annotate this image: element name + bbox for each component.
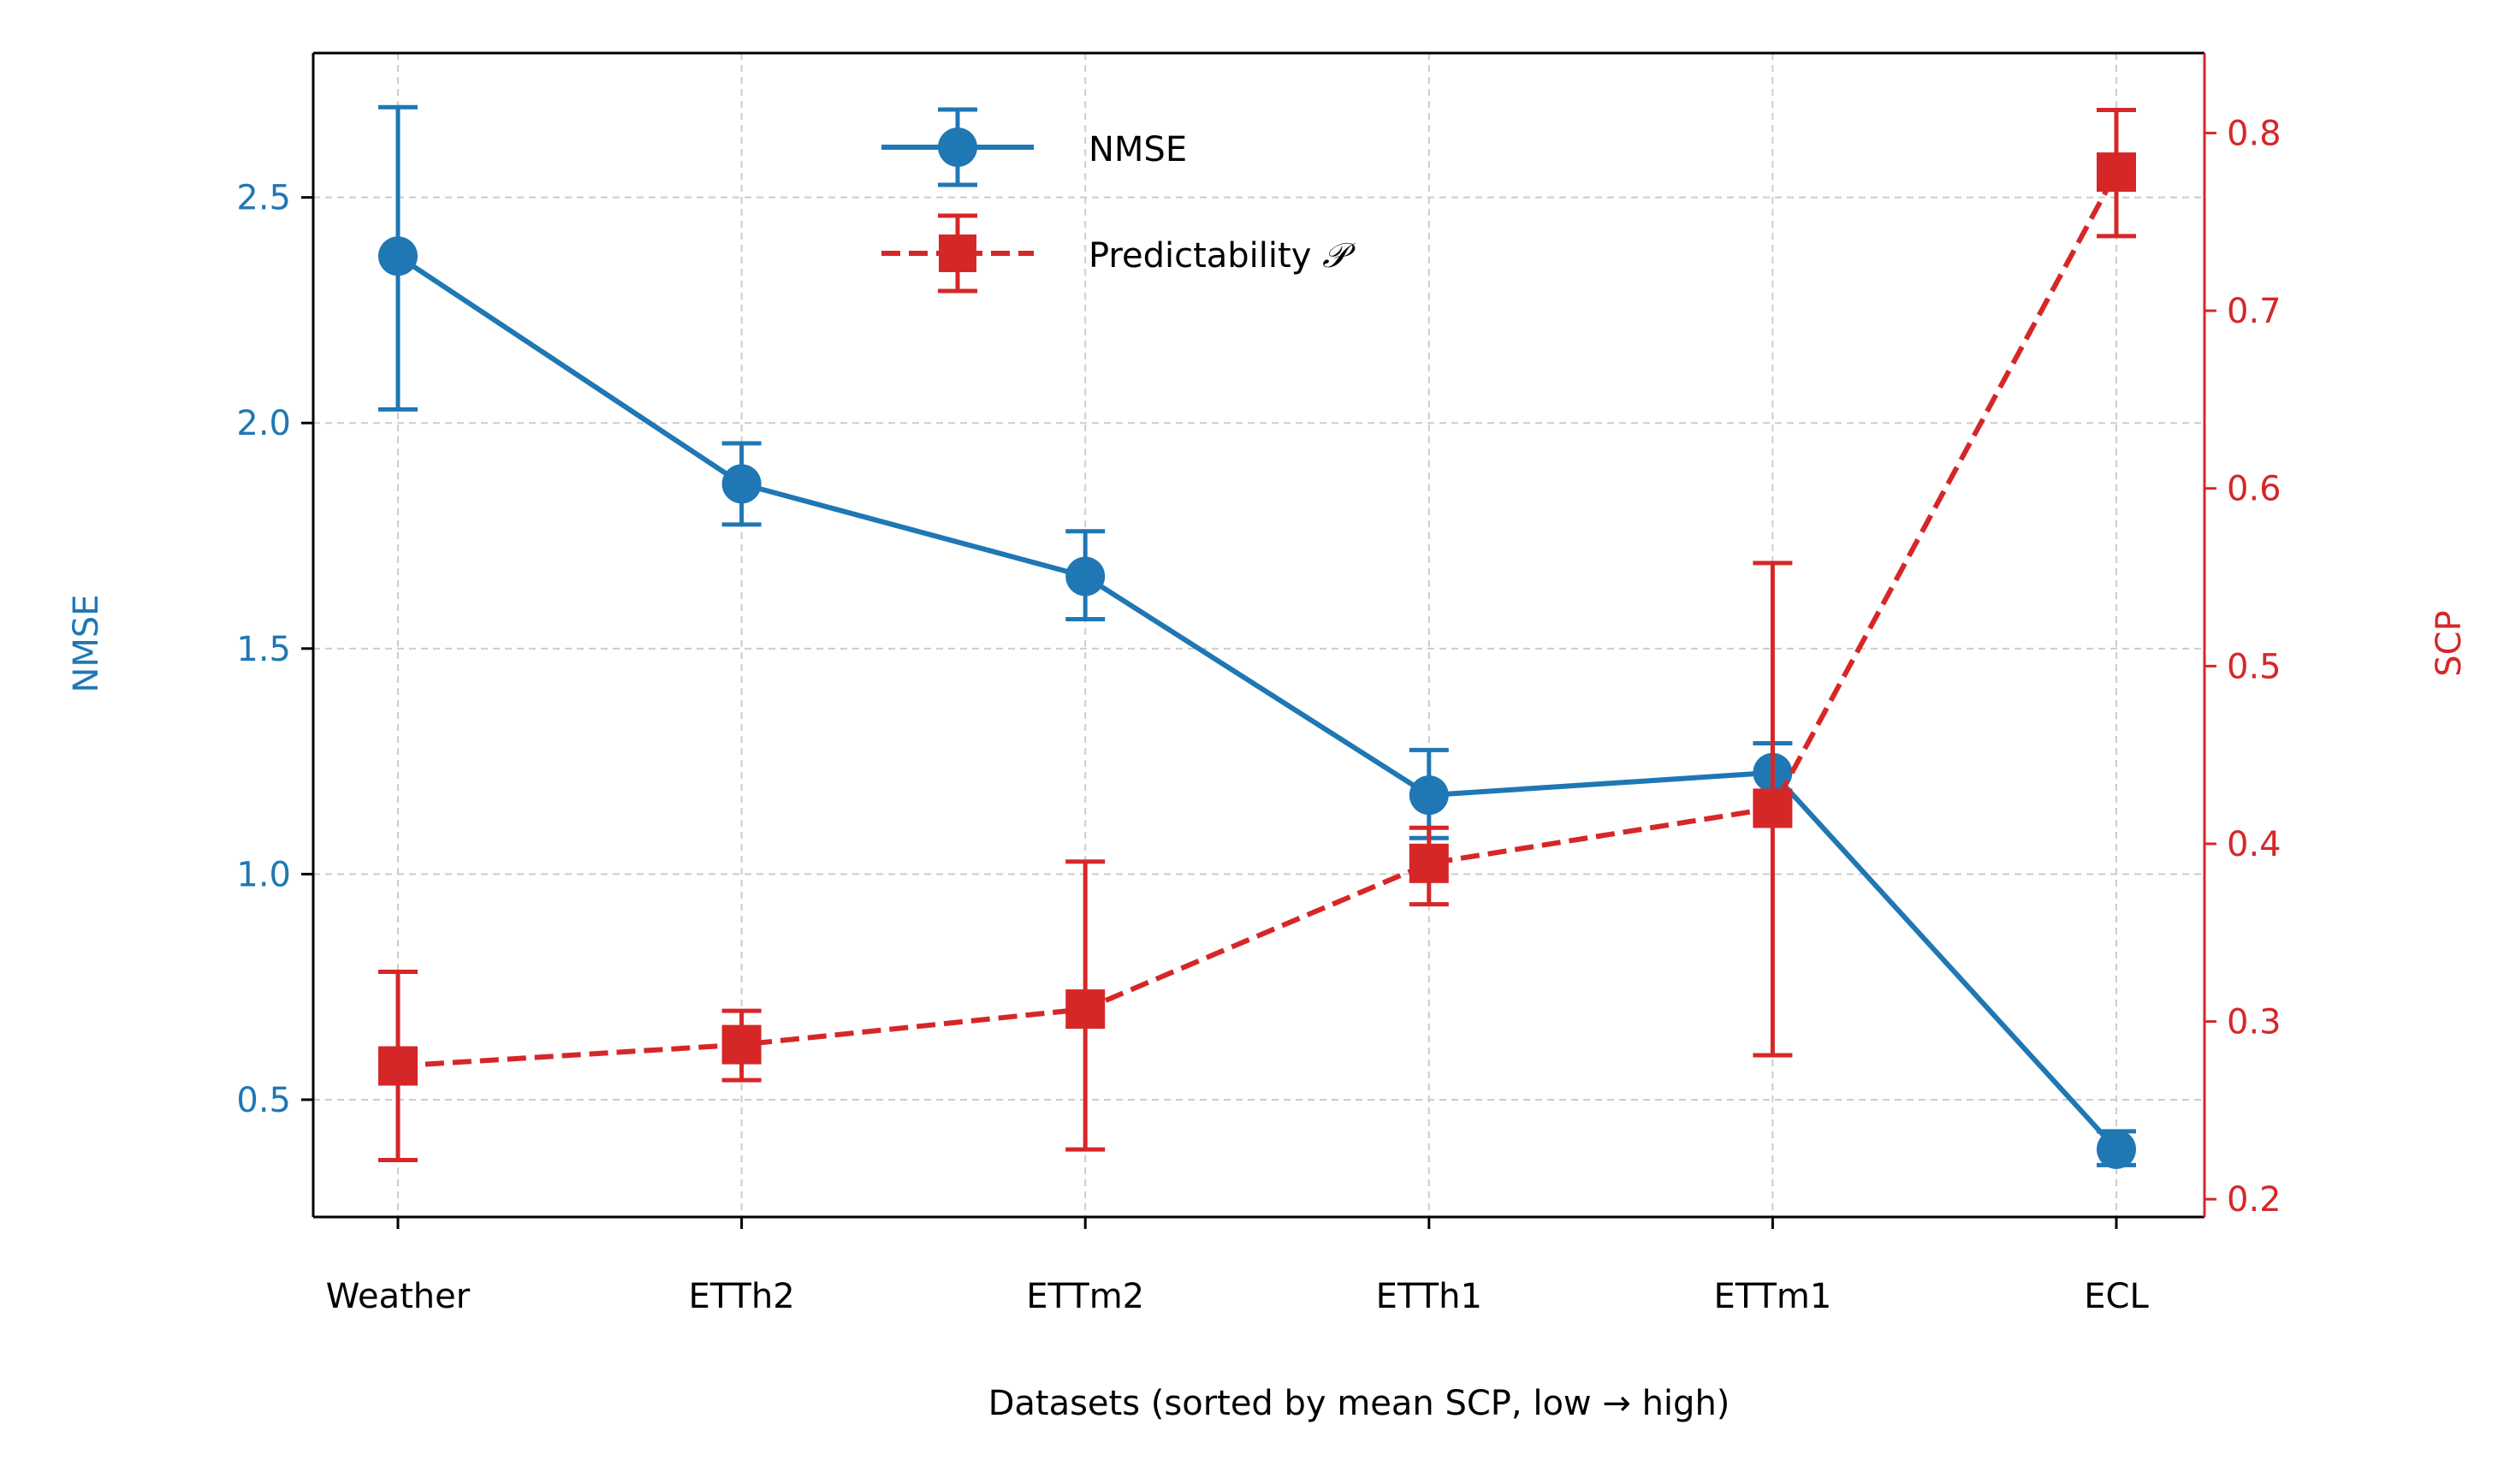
nmse-point bbox=[378, 236, 418, 276]
left-axis-label: NMSE bbox=[67, 594, 106, 692]
predictability-point bbox=[378, 1046, 418, 1086]
x-tick-label: ETTh1 bbox=[1376, 1277, 1482, 1316]
right-axis-label: SCP bbox=[2430, 610, 2469, 676]
nmse-point bbox=[1409, 775, 1449, 816]
predictability-point bbox=[2097, 152, 2136, 193]
x-axis-label: Datasets (sorted by mean SCP, low → high… bbox=[988, 1384, 1730, 1423]
left-axis-ticks: 0.5 1.0 1.5 2.0 2.5 bbox=[236, 179, 313, 1120]
right-tick-label: 0.5 bbox=[2227, 647, 2282, 686]
nmse-point bbox=[721, 464, 762, 504]
x-axis-ticks: Weather ETTh2 ETTm2 ETTh1 ETTm1 ECL bbox=[326, 1217, 2149, 1316]
left-tick-label: 2.0 bbox=[236, 404, 291, 443]
left-tick-label: 1.0 bbox=[236, 855, 291, 894]
left-tick-label: 2.5 bbox=[236, 179, 291, 218]
predictability-series bbox=[378, 107, 2136, 1163]
right-tick-label: 0.7 bbox=[2227, 292, 2282, 331]
right-tick-label: 0.8 bbox=[2227, 114, 2282, 153]
x-tick-label: ETTm1 bbox=[1713, 1277, 1831, 1316]
legend-predictability-symbol-text: 𝒫 bbox=[1322, 236, 1356, 276]
legend-nmse-symbol bbox=[881, 107, 1034, 187]
x-tick-label: ETTh2 bbox=[688, 1277, 794, 1316]
x-tick-label: ETTm2 bbox=[1026, 1277, 1144, 1316]
predictability-line bbox=[397, 170, 2119, 1069]
legend: NMSE Predictability 𝒫 bbox=[881, 107, 1356, 294]
predictability-point bbox=[1409, 843, 1449, 883]
axes bbox=[312, 51, 2206, 1219]
x-tick-label: ECL bbox=[2084, 1277, 2149, 1316]
legend-predictability-label: Predictability 𝒫 bbox=[1089, 236, 1356, 276]
legend-predictability-symbol bbox=[881, 213, 1034, 294]
right-axis-ticks: 0.2 0.3 0.4 0.5 0.6 0.7 0.8 bbox=[2204, 114, 2282, 1220]
right-tick-label: 0.4 bbox=[2227, 825, 2282, 864]
left-tick-label: 1.5 bbox=[236, 630, 291, 669]
legend-predictability-prefix: Predictability bbox=[1089, 236, 1322, 276]
nmse-line bbox=[396, 253, 2119, 1151]
nmse-point bbox=[1065, 556, 1106, 597]
nmse-point bbox=[2097, 1129, 2136, 1169]
right-tick-label: 0.6 bbox=[2227, 470, 2282, 509]
predictability-point bbox=[1753, 788, 1793, 828]
right-tick-label: 0.3 bbox=[2227, 1003, 2282, 1042]
predictability-point bbox=[721, 1024, 762, 1065]
right-tick-label: 0.2 bbox=[2227, 1180, 2282, 1220]
predictability-point bbox=[1065, 989, 1106, 1030]
x-tick-label: Weather bbox=[326, 1277, 471, 1316]
legend-nmse-label: NMSE bbox=[1089, 130, 1187, 169]
left-tick-label: 0.5 bbox=[236, 1081, 291, 1120]
grid-lines bbox=[313, 53, 2204, 1217]
